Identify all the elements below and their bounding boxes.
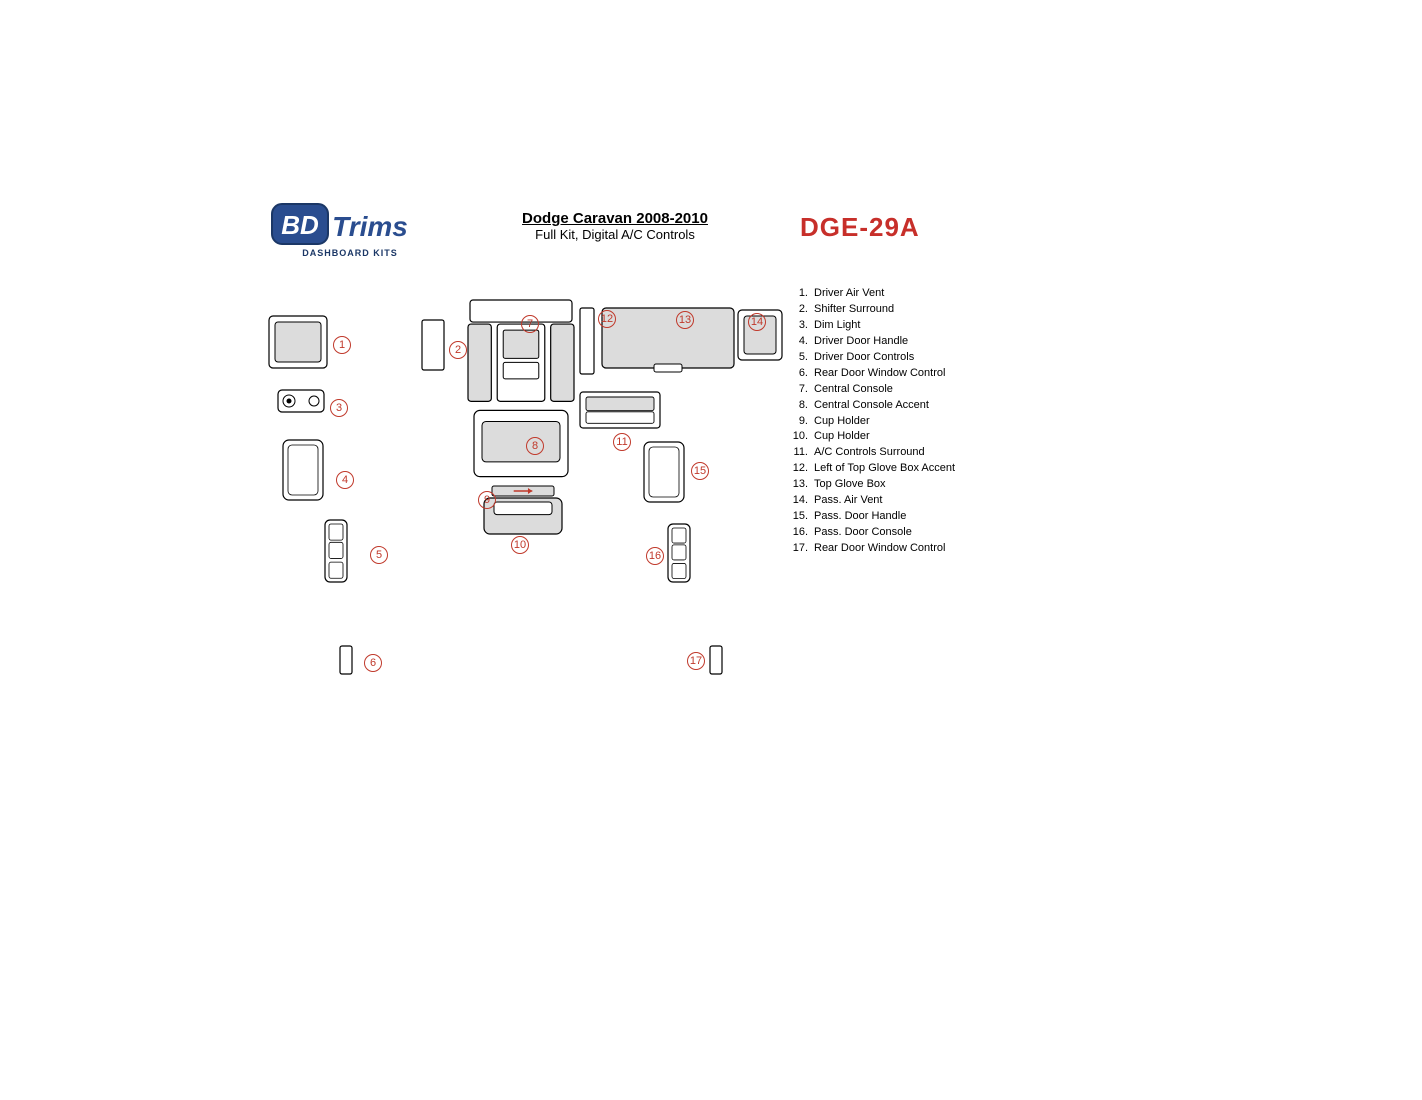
callout-5: 5	[370, 546, 388, 564]
callout-17: 17	[687, 652, 705, 670]
diagram-canvas: BD Trims DASHBOARD KITS Dodge Caravan 20…	[0, 0, 1422, 1100]
callout-4: 4	[336, 471, 354, 489]
callout-1: 1	[333, 336, 351, 354]
callout-7: 7	[521, 315, 539, 333]
callout-6: 6	[364, 654, 382, 672]
callout-14: 14	[748, 313, 766, 331]
callout-12: 12	[598, 310, 616, 328]
callout-10: 10	[511, 536, 529, 554]
callout-3: 3	[330, 399, 348, 417]
callout-8: 8	[526, 437, 544, 455]
parts-shapes	[0, 0, 1422, 1100]
callout-13: 13	[676, 311, 694, 329]
callout-16: 16	[646, 547, 664, 565]
callout-15: 15	[691, 462, 709, 480]
callout-2: 2	[449, 341, 467, 359]
callout-11: 11	[613, 433, 631, 451]
callout-9: 9	[478, 491, 496, 509]
